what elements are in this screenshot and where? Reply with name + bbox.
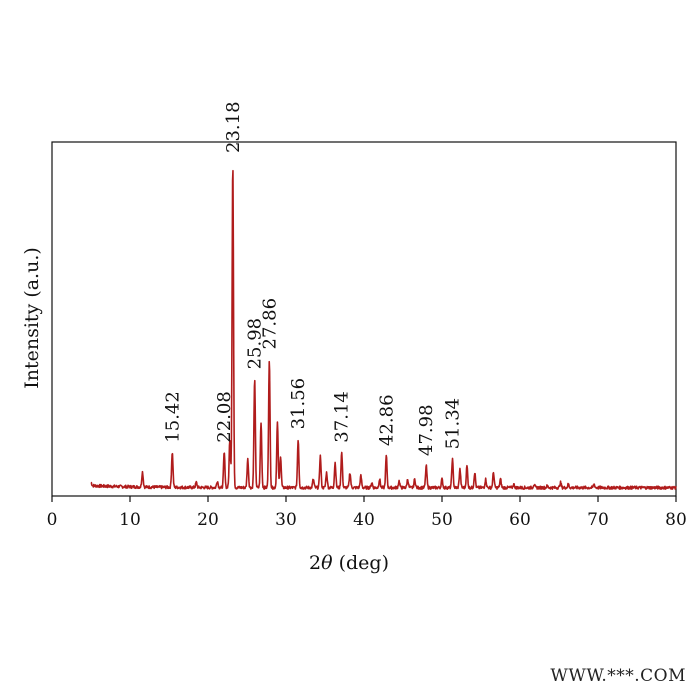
peak-label-37-14: 37.14 (332, 391, 353, 443)
x-tick-label-10: 10 (119, 510, 141, 530)
y-axis-label: Intensity (a.u.) (21, 247, 43, 389)
peak-label-22-08: 22.08 (214, 391, 235, 443)
diffraction-pattern-line (90, 169, 677, 490)
x-tick-label-20: 20 (197, 510, 219, 530)
peak-label-23-18: 23.18 (223, 101, 244, 153)
x-tick-label-30: 30 (275, 510, 297, 530)
x-tick-label-80: 80 (665, 510, 687, 530)
x-tick-label-60: 60 (509, 510, 531, 530)
x-tick-label-40: 40 (353, 510, 375, 530)
x-axis-tick-labels: 0 10 20 30 40 50 60 70 80 (47, 510, 687, 530)
x-axis-label: 2θ (deg) (309, 552, 389, 574)
plot-frame (51, 141, 677, 497)
peak-label-31-56: 31.56 (288, 378, 309, 430)
x-axis-ticks (51, 496, 677, 502)
peak-label-25-98: 25.98 (245, 318, 266, 370)
x-tick-label-70: 70 (587, 510, 609, 530)
x-tick-label-0: 0 (47, 510, 58, 530)
watermark: WWW.***.COM (550, 666, 686, 686)
peak-label-51-34: 51.34 (443, 398, 464, 450)
peak-label-47-98: 47.98 (416, 404, 437, 456)
peak-label-15-42: 15.42 (162, 391, 183, 443)
peak-label-42-86: 42.86 (376, 394, 397, 446)
peak-label-27-86: 27.86 (259, 298, 280, 350)
x-tick-label-50: 50 (431, 510, 453, 530)
